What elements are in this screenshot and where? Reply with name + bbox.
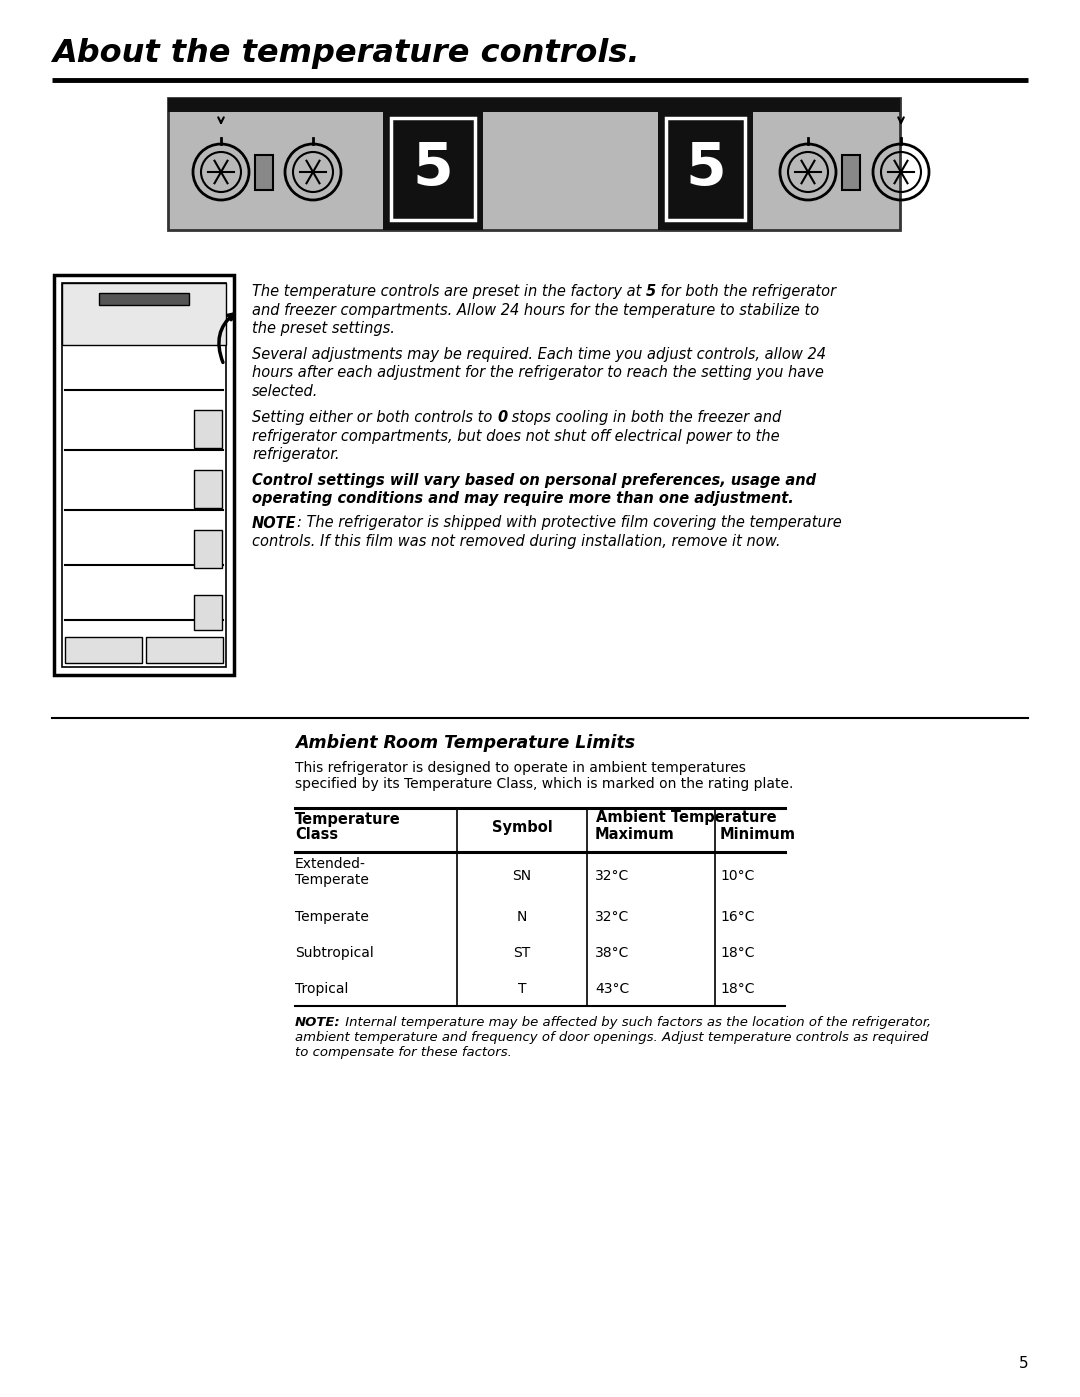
Text: 0: 0 [497,409,508,425]
Text: Several adjustments may be required. Each time you adjust controls, allow 24: Several adjustments may be required. Eac… [252,346,826,362]
Text: NOTE:: NOTE: [295,1016,340,1030]
Text: 43°C: 43°C [595,982,630,996]
Bar [194,469,222,509]
Text: 5: 5 [413,141,454,197]
Text: 10°C: 10°C [720,869,754,883]
Text: The temperature controls are preset in the factory at: The temperature controls are preset in t… [252,284,646,299]
Text: refrigerator compartments, but does not shut off electrical power to the: refrigerator compartments, but does not … [252,429,780,443]
Text: NOTE: NOTE [252,515,297,531]
Text: for both the refrigerator: for both the refrigerator [657,284,836,299]
Text: Control settings will vary based on personal preferences, usage and: Control settings will vary based on pers… [252,474,816,488]
Text: Maximum: Maximum [595,827,675,842]
Text: Temperature: Temperature [295,812,401,827]
Text: N: N [517,909,527,923]
Text: 18°C: 18°C [720,946,755,960]
Bar [194,409,222,448]
Text: Setting either or both controls to: Setting either or both controls to [252,409,497,425]
Text: 5: 5 [685,141,726,197]
Text: 32°C: 32°C [595,869,630,883]
Text: 32°C: 32°C [595,909,630,923]
Text: 5: 5 [1018,1356,1028,1370]
Text: Ambient Temperature: Ambient Temperature [596,810,777,826]
Bar [168,98,900,112]
Bar [255,155,273,190]
Text: 16°C: 16°C [720,909,755,923]
Bar [842,155,860,190]
Text: Internal temperature may be affected by such factors as the location of the refr: Internal temperature may be affected by … [340,1016,931,1030]
Bar [194,529,222,569]
Text: selected.: selected. [252,384,319,400]
Text: SN: SN [512,869,531,883]
Text: 5: 5 [646,284,657,299]
Text: operating conditions and may require more than one adjustment.: operating conditions and may require mor… [252,492,794,507]
Text: controls. If this film was not removed during installation, remove it now.: controls. If this film was not removed d… [252,534,781,549]
Text: Minimum: Minimum [720,827,796,842]
Text: stops cooling in both the freezer and: stops cooling in both the freezer and [508,409,781,425]
Text: and freezer compartments. Allow 24 hours for the temperature to stabilize to: and freezer compartments. Allow 24 hours… [252,303,820,317]
Text: Extended-: Extended- [295,856,366,870]
Text: Tropical: Tropical [295,982,349,996]
Bar [62,284,226,345]
Text: specified by its Temperature Class, which is marked on the rating plate.: specified by its Temperature Class, whic… [295,777,794,791]
Bar [62,284,226,666]
Text: About the temperature controls.: About the temperature controls. [52,38,639,68]
Text: ST: ST [513,946,530,960]
Text: refrigerator.: refrigerator. [252,447,339,462]
Text: This refrigerator is designed to operate in ambient temperatures: This refrigerator is designed to operate… [295,761,746,775]
Text: Class: Class [295,827,338,842]
Bar [666,117,745,219]
Text: Temperate: Temperate [295,873,369,887]
Text: : The refrigerator is shipped with protective film covering the temperature: : The refrigerator is shipped with prote… [297,515,841,531]
Text: to compensate for these factors.: to compensate for these factors. [295,1046,512,1059]
Bar [54,275,234,675]
Text: Subtropical: Subtropical [295,946,374,960]
Bar [391,117,475,219]
Bar [658,98,753,231]
Text: ambient temperature and frequency of door openings. Adjust temperature controls : ambient temperature and frequency of doo… [295,1031,929,1044]
Text: 38°C: 38°C [595,946,630,960]
Text: T: T [517,982,526,996]
Text: Symbol: Symbol [491,820,552,835]
Bar [146,637,222,664]
Bar [168,98,900,231]
Text: 18°C: 18°C [720,982,755,996]
Text: the preset settings.: the preset settings. [252,321,395,337]
Bar [65,637,141,664]
Text: Ambient Room Temperature Limits: Ambient Room Temperature Limits [295,733,635,752]
Text: Temperate: Temperate [295,909,369,923]
Text: hours after each adjustment for the refrigerator to reach the setting you have: hours after each adjustment for the refr… [252,366,824,380]
Bar [99,293,189,305]
Bar [383,98,483,231]
Bar [194,595,222,630]
